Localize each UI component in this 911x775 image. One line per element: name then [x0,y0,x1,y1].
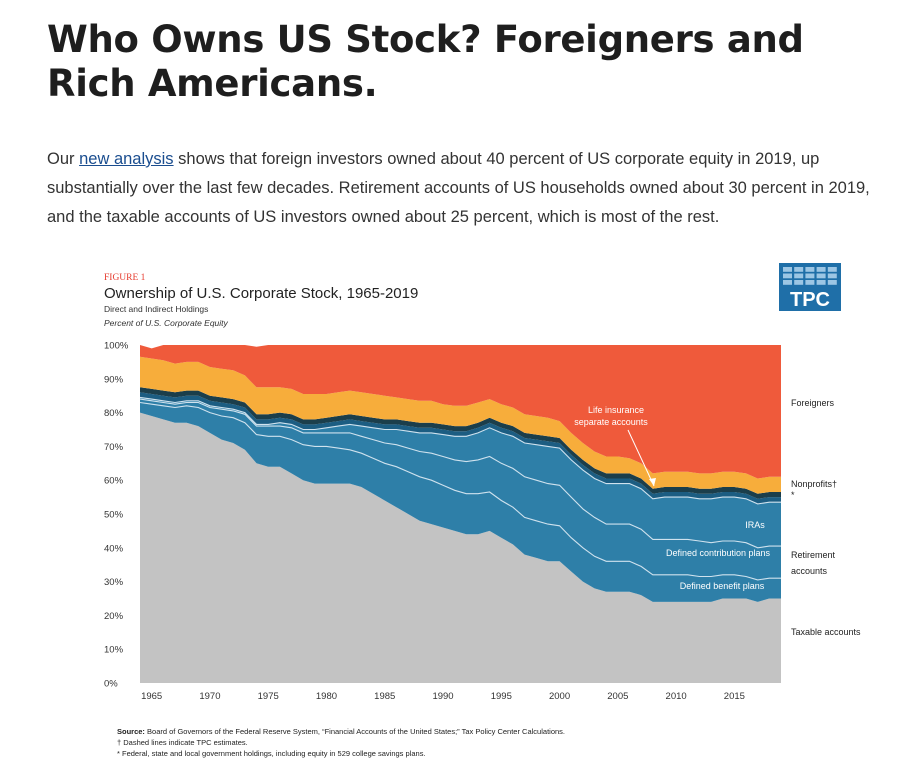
stacked-areas [140,345,781,683]
area-iras [140,397,781,548]
tpc-logo-cell [816,280,826,285]
tpc-logo-cell [827,273,837,279]
page-title: Who Owns US Stock? Foreigners and Rich A… [47,18,804,105]
intro-after: shows that foreign investors owned about… [47,150,870,226]
tpc-logo-cell [827,280,837,285]
annotation-defined-benefit: Defined benefit plans [680,581,765,591]
x-tick-label: 1980 [316,691,337,702]
series-divider-lines [139,396,781,581]
annotation-arrow-line [627,429,655,487]
tpc-logo-text: TPC [790,289,830,311]
y-tick-label: 40% [104,543,124,554]
tpc-logo-cell [783,280,792,285]
figure-container: FIGURE 1 Ownership of U.S. Corporate Sto… [0,258,911,770]
source-label: Source: [117,727,145,736]
tpc-logo-grid-icon [783,267,837,285]
right-label-retirement-1: Retirement [791,550,836,560]
right-label-foreigners: Foreigners [791,398,835,408]
chart-title: Ownership of U.S. Corporate Stock, 1965-… [104,285,418,302]
tpc-logo-cell [794,267,804,272]
annotation-iras: IRAs [745,520,765,530]
divider-defined-contribution [139,398,781,549]
source-notes: Source: Board of Governors of the Federa… [117,727,565,758]
tpc-logo-cell [827,267,837,272]
figure-label: FIGURE 1 [104,273,146,283]
tpc-logo-cell [794,280,804,285]
x-tick-label: 1995 [491,691,512,702]
x-tick-label: 1970 [199,691,220,702]
right-label-retirement-2: accounts [791,566,828,576]
tpc-logo-cell [816,267,826,272]
tpc-logo-cell [794,273,804,279]
y-tick-label: 90% [104,374,124,385]
area-taxable [140,412,781,683]
annotation-life-insurance-line1: Life insurance [588,405,644,415]
y-tick-label: 0% [104,679,118,690]
y-tick-label: 20% [104,611,124,622]
x-tick-label: 1985 [374,691,395,702]
x-tick-label: 1975 [258,691,279,702]
y-tick-label: 60% [104,476,124,487]
tpc-logo-cell [805,273,815,279]
intro-before: Our [47,150,80,168]
chart-subtitle: Direct and Indirect Holdings [104,304,208,314]
in-chart-annotations: Life insurance separate accounts IRAs De… [574,405,770,591]
right-label-nonprofits: Nonprofits† [791,479,837,489]
y-tick-label: 10% [104,645,124,656]
y-axis-ticks: 0% 10% 20% 30% 40% 50% 60% 70% 80% 90% 100% [104,341,129,690]
y-tick-label: 80% [104,408,124,419]
x-tick-label: 1990 [432,691,453,702]
x-tick-label: 2015 [724,691,745,702]
chart-unit-label: Percent of U.S. Corporate Equity [104,318,229,328]
divider-defined-benefit [139,401,781,581]
right-side-labels: Foreigners Nonprofits† * Retirement acco… [791,398,861,637]
source-text: Board of Governors of the Federal Reserv… [145,727,565,736]
note-government-holdings: * Federal, state and local government ho… [117,749,426,758]
tpc-logo-cell [783,273,792,279]
tpc-logo-cell [805,267,815,272]
x-tick-label: 2000 [549,691,570,702]
area-other [140,356,781,494]
new-analysis-link[interactable]: new analysis [79,150,174,168]
tpc-logo-cell [805,280,815,285]
intro-paragraph: Our new analysis shows that foreign inve… [47,145,897,232]
x-tick-label: 2010 [666,691,687,702]
tpc-logo-cell [783,267,792,272]
y-tick-label: 30% [104,577,124,588]
area-defined-contribution [140,399,781,580]
y-tick-label: 50% [104,510,124,521]
annotation-arrow-head-icon [649,478,656,486]
area-foreigners [140,345,781,479]
y-tick-label: 100% [104,341,129,352]
right-label-taxable: Taxable accounts [791,627,861,637]
y-tick-label: 70% [104,442,124,453]
right-label-nonprofits-mark: * [791,490,795,500]
tpc-logo-cell [816,273,826,279]
x-tick-label: 1965 [141,691,162,702]
source-line: Source: Board of Governors of the Federa… [117,727,565,736]
x-tick-label: 2005 [607,691,628,702]
note-dashed-lines: † Dashed lines indicate TPC estimates. [117,738,248,747]
divider-iras [139,396,781,505]
annotation-life-insurance-line2: separate accounts [574,417,648,427]
tpc-logo: TPC [779,263,841,311]
area-defined-benefit [140,402,781,602]
ownership-chart: FIGURE 1 Ownership of U.S. Corporate Sto… [104,263,861,758]
annotation-defined-contribution: Defined contribution plans [666,548,771,558]
x-axis-ticks: 1965 1970 1975 1980 1985 1990 1995 2000 2005 2010… [141,691,745,702]
